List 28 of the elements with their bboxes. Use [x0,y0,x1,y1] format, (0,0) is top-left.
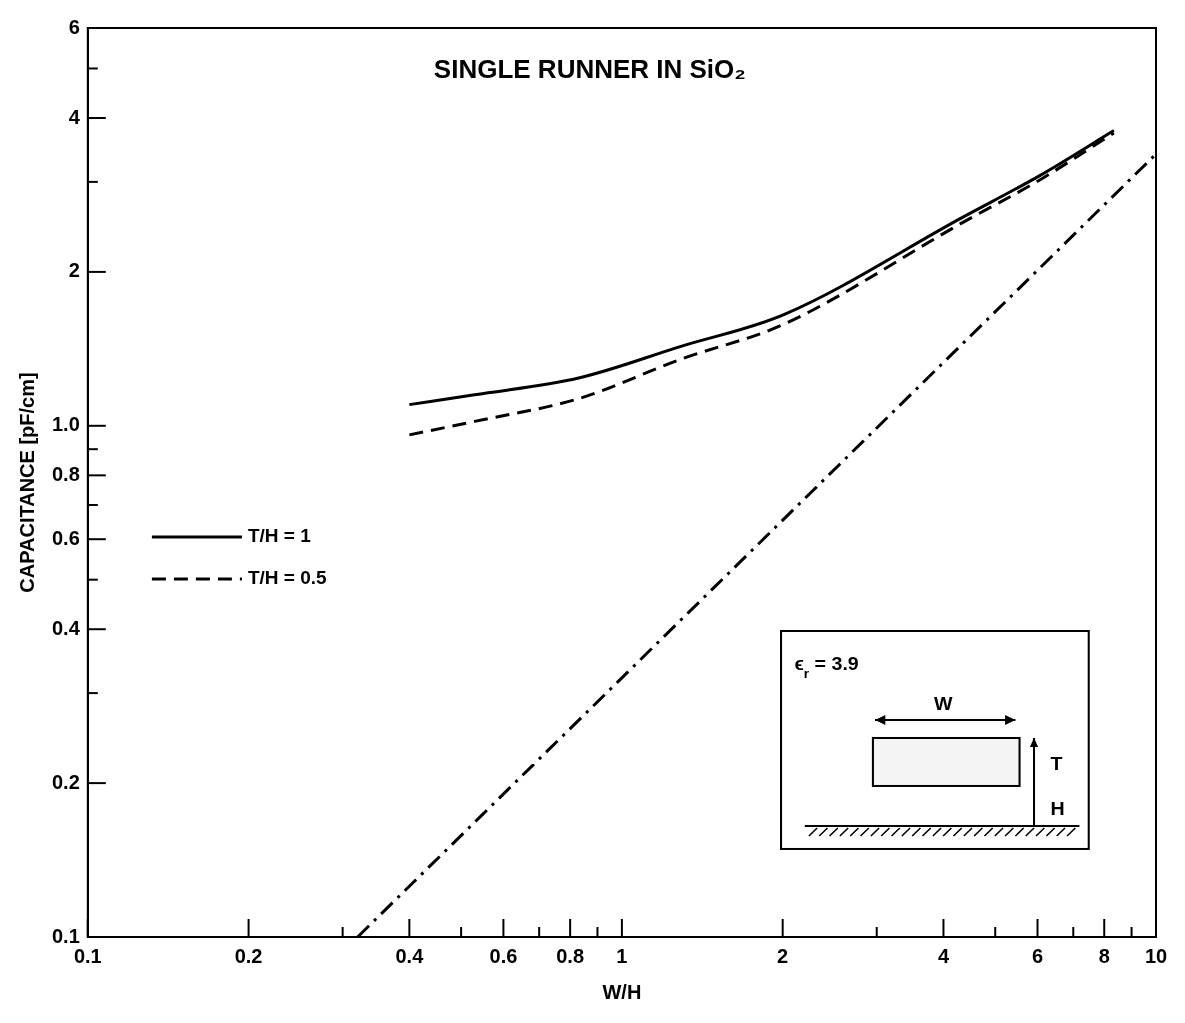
y-tick-label: 0.4 [51,616,81,639]
x-axis-title: W/H [602,980,642,1003]
y-axis-title: CAPACITANCE [pF/cm] [15,372,38,593]
x-tick-label: 0.2 [234,944,263,967]
x-tick-label: 2 [777,944,789,967]
text: SINGLE RUNNER IN SiO₂ [433,54,746,85]
y-tick-label: 6 [68,15,80,38]
annotation: ϵ$_{r}$ = 3.9 [794,653,860,681]
legend-label: T/H = 0.5 [247,567,327,589]
annotation: T [1050,753,1063,774]
y-tick-label: 0.2 [51,770,80,793]
y-tick-label: 0.6 [51,526,80,549]
legend-label: T/H = 1 [247,525,312,547]
x-tick-label: 0.6 [489,944,518,967]
y-tick-label: 0.1 [51,924,80,947]
x-tick-label: 0.8 [556,944,585,967]
x-tick-label: 10 [1144,944,1168,967]
y-tick-label: 4 [68,105,81,128]
x-tick-label: 8 [1098,944,1110,967]
annotation: H [1050,798,1065,819]
y-tick-label: 2 [68,259,80,282]
y-tick-label: 1.0 [51,413,80,436]
x-tick-label: 1 [616,944,628,967]
annotation: W [933,693,954,714]
x-tick-label: 0.4 [395,944,425,967]
x-tick-label: 4 [937,944,950,967]
y-tick-label: 0.8 [51,462,80,485]
x-tick-label: 6 [1031,944,1044,967]
